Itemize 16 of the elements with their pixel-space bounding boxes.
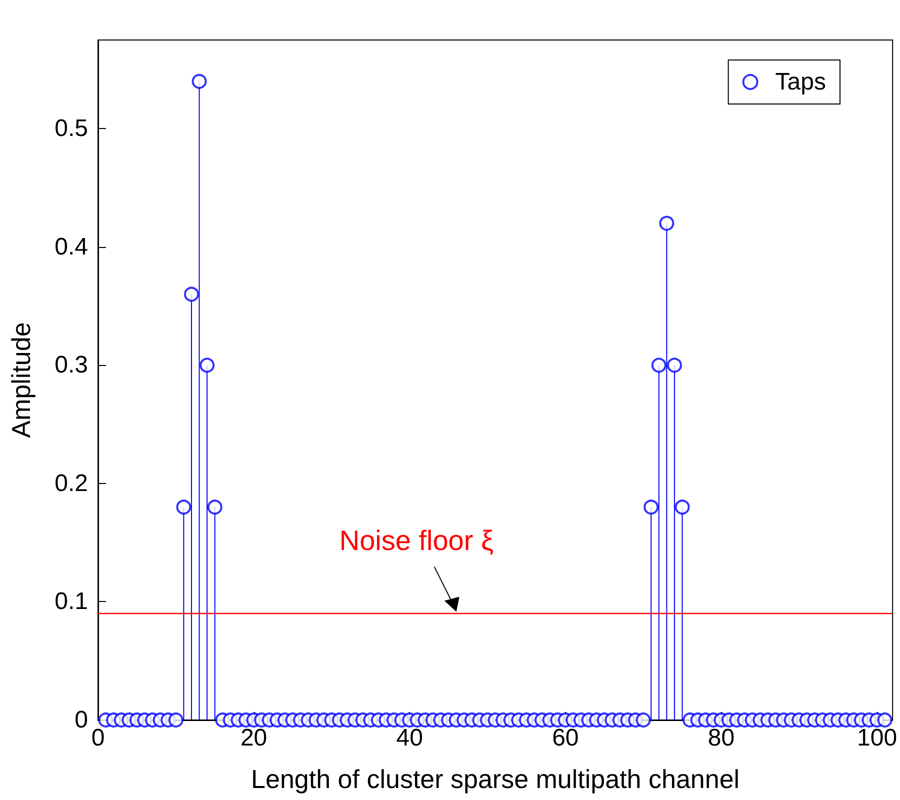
y-tick-label: 0.5 bbox=[54, 115, 88, 142]
y-tick-label: 0 bbox=[74, 706, 88, 734]
legend-label: Taps bbox=[775, 68, 826, 96]
x-axis-title: Length of cluster sparse multipath channel bbox=[251, 764, 740, 794]
y-tick-label: 0.1 bbox=[54, 588, 88, 616]
x-tick-label: 20 bbox=[240, 724, 268, 752]
y-tick-label: 0.2 bbox=[54, 470, 88, 497]
x-tick-label: 80 bbox=[708, 724, 735, 752]
x-tick-label: 60 bbox=[552, 724, 579, 752]
x-tick-label: 0 bbox=[91, 724, 105, 752]
x-tick-label: 100 bbox=[856, 724, 898, 752]
annotation: Noise floor ξ bbox=[339, 525, 494, 556]
y-tick-label: 0.4 bbox=[54, 233, 88, 260]
x-tick-label: 40 bbox=[396, 724, 423, 752]
y-tick-label: 0.3 bbox=[54, 352, 88, 379]
y-axis-title: Amplitude bbox=[6, 322, 36, 438]
